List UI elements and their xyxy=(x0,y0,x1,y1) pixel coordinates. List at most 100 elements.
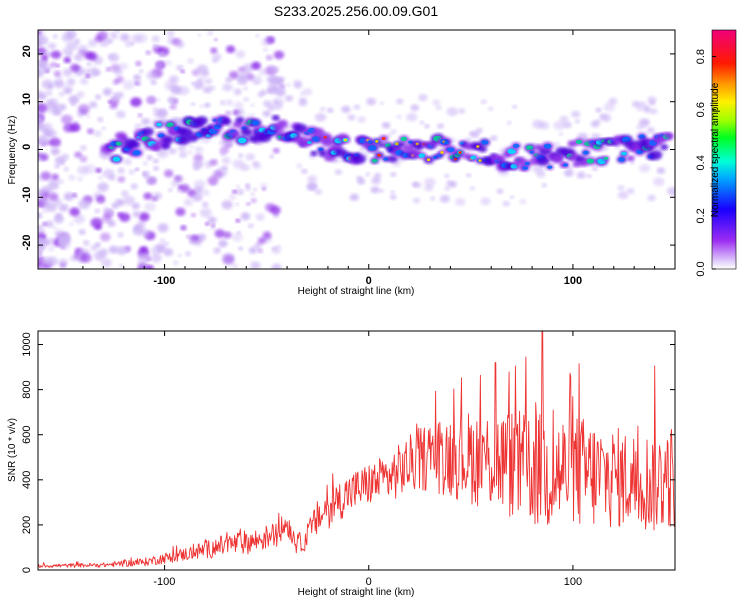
snr-xtick-label: 100 xyxy=(564,576,582,588)
ridge-peak xyxy=(478,159,483,162)
noise-blob xyxy=(117,167,125,174)
noise-blob xyxy=(73,53,84,62)
noise-blob xyxy=(115,30,120,33)
ridge-core xyxy=(307,140,312,144)
noise-blob xyxy=(334,169,343,175)
noise-blob xyxy=(107,100,112,104)
snr-ytick-label: 800 xyxy=(21,380,33,398)
noise-blob xyxy=(160,238,165,243)
noise-blob xyxy=(271,263,282,269)
snr-panel: -100 0 100 Height of straight line (km) … xyxy=(7,330,676,598)
noise-blob xyxy=(229,111,234,115)
snr-ytick-label: 1000 xyxy=(21,332,33,356)
noise-blob xyxy=(248,246,258,254)
noise-blob xyxy=(73,38,81,45)
noise-blob xyxy=(72,193,77,197)
noise-blob xyxy=(413,181,422,189)
noise-blob xyxy=(145,176,158,185)
noise-blob xyxy=(210,47,218,54)
noise-blob xyxy=(144,202,156,212)
noise-blob xyxy=(109,31,117,37)
noise-blob xyxy=(130,42,135,46)
noise-blob xyxy=(371,176,381,185)
noise-blob xyxy=(424,184,434,192)
noise-blob xyxy=(42,222,47,226)
noise-blob xyxy=(444,173,450,178)
noise-blob xyxy=(251,61,261,70)
noise-blob xyxy=(143,192,153,200)
noise-blob xyxy=(153,166,159,171)
noise-blob xyxy=(223,231,232,239)
noise-blob xyxy=(356,178,366,185)
noise-blob xyxy=(146,155,153,161)
noise-blob xyxy=(225,45,236,54)
noise-blob xyxy=(267,78,278,87)
noise-blob xyxy=(273,102,283,110)
noise-blob xyxy=(54,164,60,169)
spectrogram-ytick-label: 10 xyxy=(21,93,33,105)
noise-blob xyxy=(232,232,243,242)
noise-blob xyxy=(273,50,285,60)
noise-blob xyxy=(38,31,42,35)
spectrogram-blobs xyxy=(38,30,675,269)
noise-blob xyxy=(553,141,561,147)
noise-blob xyxy=(258,141,264,146)
noise-blob xyxy=(480,99,487,104)
ridge-blob xyxy=(495,155,506,163)
noise-blob xyxy=(163,248,174,257)
noise-blob xyxy=(45,202,58,213)
ridge-blob xyxy=(221,118,232,126)
noise-blob xyxy=(188,239,196,245)
noise-blob xyxy=(50,62,57,68)
noise-blob xyxy=(137,263,149,269)
noise-blob xyxy=(212,247,221,255)
ridge-core xyxy=(524,161,531,166)
noise-blob xyxy=(261,37,272,47)
colorbar-ticks xyxy=(712,56,716,270)
noise-blob xyxy=(245,153,256,161)
noise-blob xyxy=(38,48,41,52)
noise-blob xyxy=(326,107,334,113)
noise-blob xyxy=(128,169,135,175)
noise-blob xyxy=(113,96,120,102)
ridge-blob xyxy=(235,116,245,124)
noise-blob xyxy=(177,253,182,257)
noise-blob xyxy=(123,195,135,206)
noise-blob xyxy=(135,33,148,43)
noise-blob xyxy=(132,210,141,218)
noise-blob xyxy=(53,70,61,77)
noise-blob xyxy=(512,105,517,109)
ridge-core xyxy=(522,165,529,170)
noise-blob xyxy=(60,161,65,165)
spectrogram-xtick-label: 0 xyxy=(366,275,372,287)
noise-blob xyxy=(576,171,586,179)
ridge-core xyxy=(621,136,631,143)
noise-blob xyxy=(133,74,142,81)
noise-blob xyxy=(130,183,138,190)
noise-blob xyxy=(240,212,251,221)
noise-blob xyxy=(302,88,313,96)
noise-blob xyxy=(419,120,425,125)
spectrogram-ytick-label: 0 xyxy=(21,144,33,150)
noise-blob xyxy=(314,113,327,122)
noise-blob xyxy=(243,86,248,91)
noise-blob xyxy=(595,107,602,113)
noise-blob xyxy=(559,132,564,136)
noise-blob xyxy=(437,123,445,129)
noise-blob xyxy=(179,151,187,158)
noise-blob xyxy=(341,105,351,114)
noise-blob xyxy=(252,161,259,167)
noise-blob xyxy=(38,146,42,152)
noise-blob xyxy=(69,222,74,227)
noise-blob xyxy=(38,67,45,78)
noise-blob xyxy=(115,76,124,83)
noise-blob xyxy=(435,105,442,111)
noise-blob xyxy=(272,246,277,251)
ridge-core xyxy=(371,158,378,163)
noise-blob xyxy=(38,197,47,206)
snr-series-line xyxy=(38,331,675,568)
noise-blob xyxy=(455,197,466,206)
noise-blob xyxy=(536,170,546,178)
noise-blob xyxy=(480,197,491,206)
noise-blob xyxy=(247,223,254,229)
